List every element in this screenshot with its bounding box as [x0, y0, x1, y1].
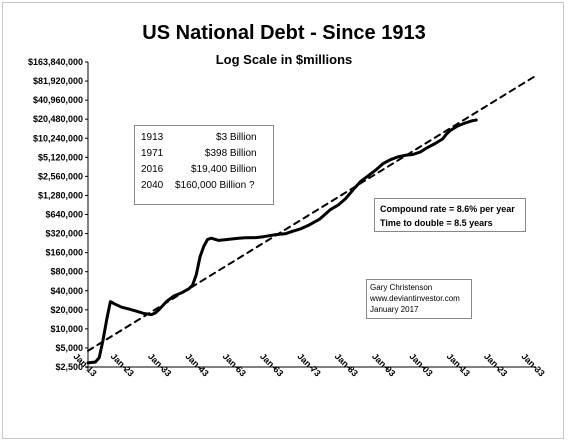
x-tick-label: Jan-83: [333, 351, 360, 378]
credit-box: Gary Christenson www.deviantinvestor.com…: [366, 279, 472, 319]
y-tick-label: $20,480,000: [33, 114, 83, 124]
y-tick-label: $40,000: [50, 286, 83, 296]
y-tick-label: $160,000: [45, 248, 83, 258]
x-tick-labels: Jan-13 Jan-23 Jan-33 Jan-43 Jan-53 Jan-63 Jan-…: [71, 351, 546, 378]
x-tick-label: Jan-03: [407, 351, 434, 378]
chart-subtitle: Log Scale in $millions: [215, 52, 353, 67]
y-tick-label: $320,000: [45, 229, 83, 239]
y-tick-label: $2,560,000: [38, 171, 83, 181]
y-tick-label: $5,000: [55, 343, 83, 353]
table-value: $398 Billion: [204, 148, 257, 159]
y-tick-label: $20,000: [50, 305, 83, 315]
table-row: 1971 $398 Billion: [141, 146, 257, 162]
x-tick-label: Jan-43: [183, 351, 210, 378]
chart-frame: [2, 2, 564, 439]
debt-line-series: [86, 118, 478, 365]
y-tick-label: $640,000: [45, 210, 83, 220]
series-layer: [86, 74, 537, 365]
x-tick-label: Jan-93: [370, 351, 397, 378]
y-tick-label: $10,240,000: [33, 133, 83, 143]
rate-box: Compound rate = 8.6% per year Time to do…: [374, 198, 526, 232]
x-tick-label: Jan-23: [482, 351, 509, 378]
credit-author: Gary Christenson: [370, 283, 433, 292]
table-year: 2016: [141, 164, 164, 175]
x-tick-label: Jan-63: [258, 351, 285, 378]
y-tick-label: $80,000: [50, 267, 83, 277]
table-value: $19,400 Billion: [191, 164, 257, 175]
table-row: 2016 $19,400 Billion: [141, 162, 257, 178]
y-tick-label: $40,960,000: [33, 95, 83, 105]
x-tick-label: Jan-33: [519, 351, 546, 378]
y-tick-label: $81,920,000: [33, 76, 83, 86]
y-tick-label: $1,280,000: [38, 190, 83, 200]
credit-date: January 2017: [370, 305, 419, 314]
y-tick-label: $5,120,000: [38, 152, 83, 162]
table-row: 2040 $160,000 Billion ?: [141, 178, 257, 194]
chart-title: US National Debt - Since 1913: [142, 22, 426, 44]
x-tick-label: Jan-53: [221, 351, 248, 378]
milestones-table: 1913 $3 Billion 1971 $398 Billion 2016 $19,…: [141, 130, 257, 194]
y-tick-label: $2,500: [55, 362, 83, 372]
x-tick-label: Jan-23: [109, 351, 136, 378]
y-tick-labels: $163,840,000 $81,920,000 $40,960,000 $20,48…: [28, 57, 88, 372]
y-tick-label: $163,840,000: [28, 57, 83, 67]
credit-website: www.deviantinvestor.com: [370, 294, 460, 303]
y-tick-label: $10,000: [50, 324, 83, 334]
table-year: 1971: [141, 148, 164, 159]
milestones-table-box: 1913 $3 Billion 1971 $398 Billion 2016 $19,…: [134, 125, 274, 205]
doubling-time-text: Time to double = 8.5 years: [380, 218, 493, 228]
x-tick-label: Jan-73: [295, 351, 322, 378]
table-year: 1913: [141, 132, 164, 143]
table-year: 2040: [141, 180, 164, 191]
x-tick-label: Jan-33: [146, 351, 173, 378]
table-value: $160,000 Billion ?: [175, 180, 255, 191]
compound-rate-text: Compound rate = 8.6% per year: [380, 204, 515, 214]
x-tick-label: Jan-13: [445, 351, 472, 378]
trend-line-series: [87, 74, 537, 352]
table-row: 1913 $3 Billion: [141, 130, 257, 146]
table-value: $3 Billion: [216, 132, 257, 143]
